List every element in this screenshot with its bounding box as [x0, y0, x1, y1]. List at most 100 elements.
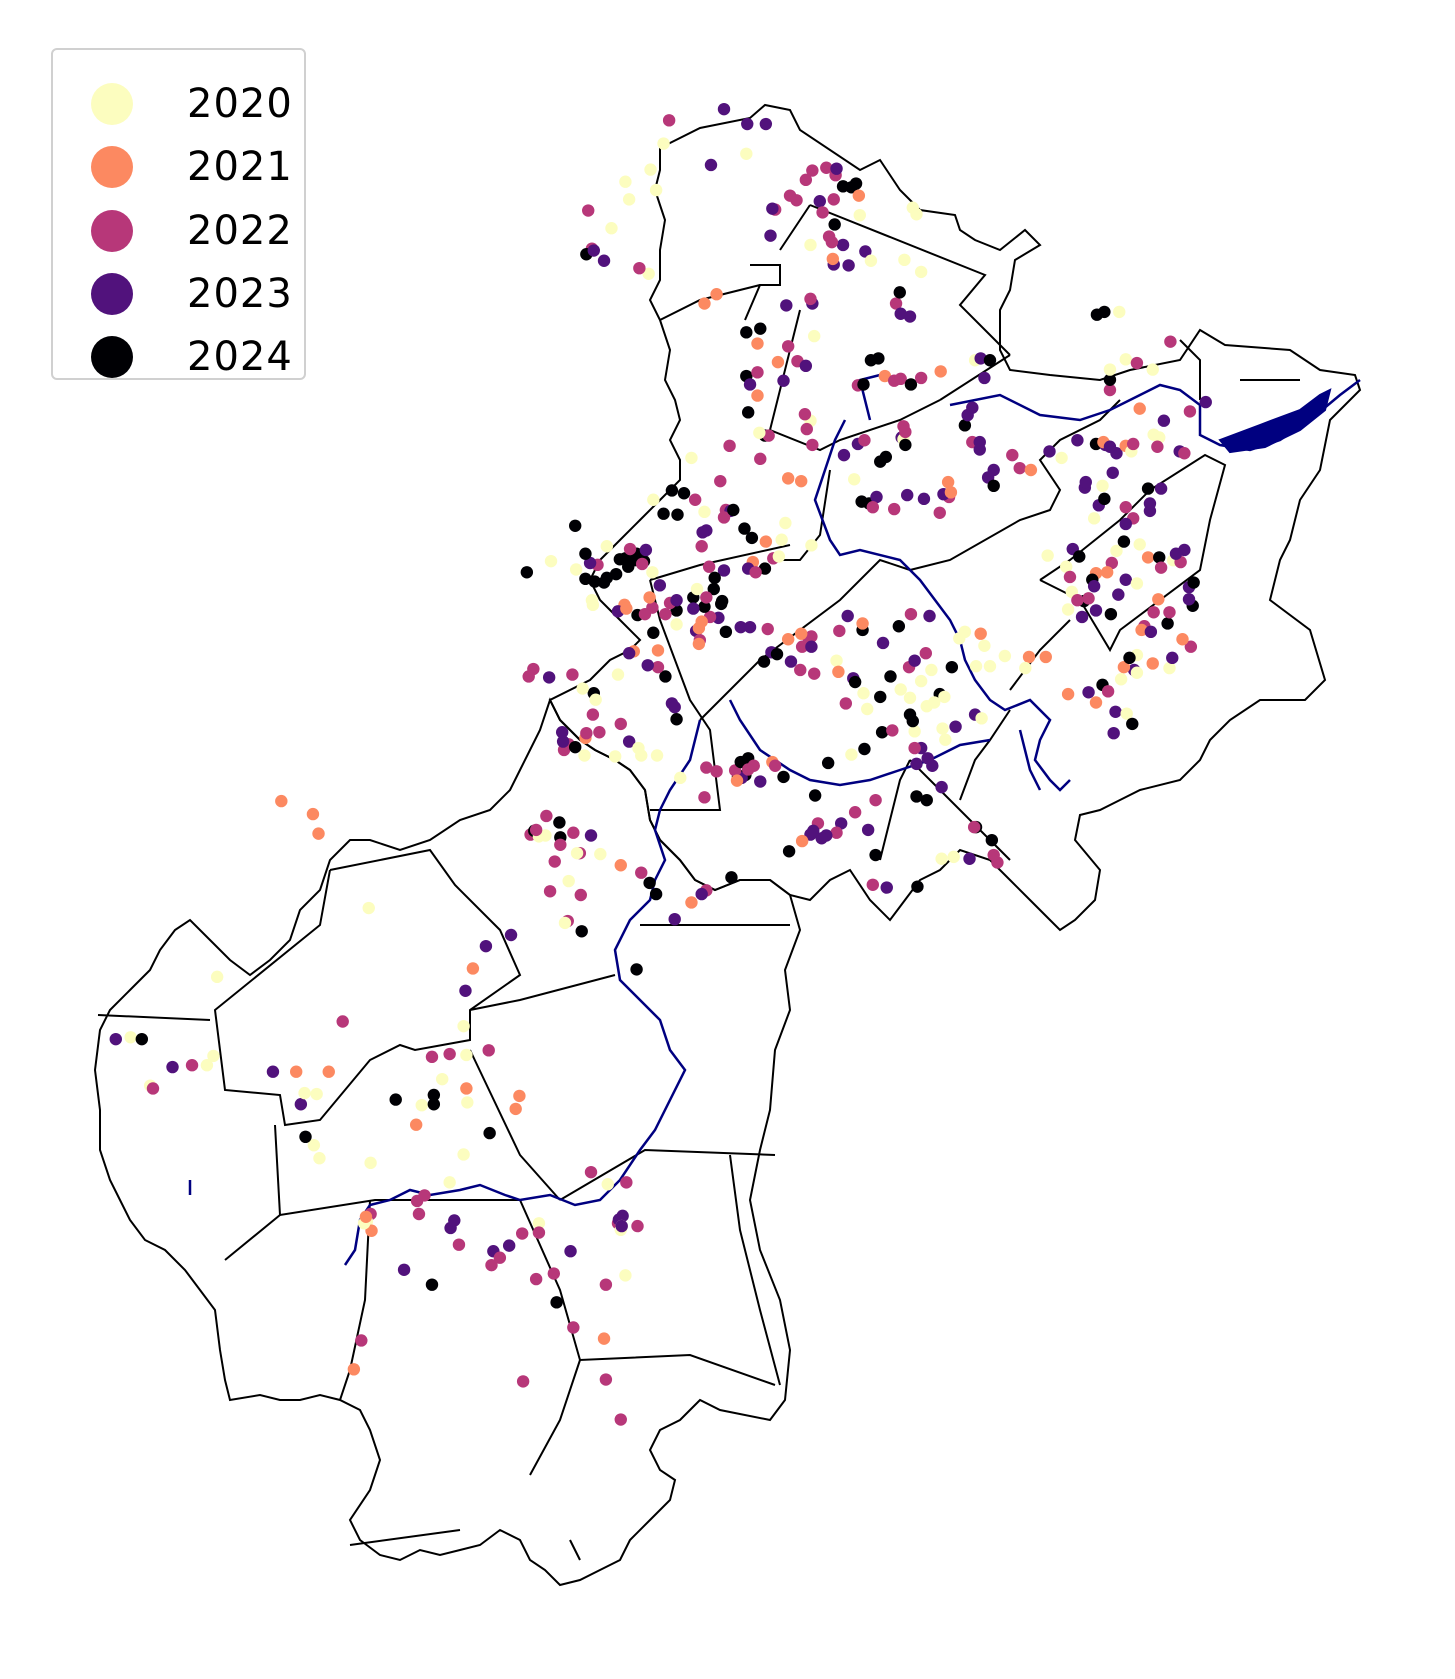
point-2020	[1041, 549, 1054, 562]
point-2022	[522, 670, 535, 683]
point-2020	[650, 749, 664, 762]
point-2024	[1161, 617, 1174, 630]
point-2020	[740, 147, 753, 160]
point-2020	[1060, 560, 1073, 573]
point-2023	[717, 564, 731, 577]
north-region-outline	[548, 103, 1362, 932]
south-bend-river	[728, 699, 991, 787]
point-2020	[619, 175, 632, 188]
point-2024	[985, 833, 999, 847]
point-2023	[917, 492, 931, 506]
point-2021	[794, 474, 808, 488]
point-2021	[347, 1363, 361, 1376]
point-2020	[601, 1178, 614, 1191]
point-2023	[641, 659, 654, 672]
point-2024	[609, 567, 623, 581]
point-2022	[987, 848, 1000, 862]
point-2022	[567, 1321, 580, 1334]
point-2022	[620, 1176, 633, 1189]
point-2023	[687, 602, 700, 615]
point-2023	[813, 195, 826, 208]
point-2021	[306, 807, 320, 821]
point-2023	[815, 832, 828, 845]
point-2020	[685, 451, 698, 465]
point-2024	[770, 647, 784, 661]
point-2020	[570, 846, 584, 860]
point-2023	[542, 671, 556, 684]
point-2020	[753, 426, 766, 439]
point-2020	[690, 582, 704, 596]
point-2022	[554, 838, 567, 851]
point-2022	[485, 1258, 498, 1272]
point-2022	[516, 1375, 530, 1388]
point-2024	[649, 887, 663, 901]
point-2024	[579, 547, 592, 560]
point-2024	[740, 326, 753, 339]
point-2023	[837, 448, 851, 462]
point-2022	[146, 1082, 160, 1095]
point-2023	[1182, 593, 1196, 606]
point-2024	[777, 770, 790, 784]
point-2023	[1169, 547, 1183, 560]
point-2024	[425, 1278, 439, 1291]
point-2022	[635, 866, 648, 879]
point-2020	[647, 493, 660, 506]
point-2024	[135, 1032, 149, 1046]
point-2020	[936, 722, 949, 735]
point-2022	[889, 297, 903, 310]
point-2020	[1119, 353, 1132, 366]
point-2024	[613, 553, 627, 566]
point-2022	[866, 878, 879, 891]
legend-marker-2020	[91, 83, 133, 125]
legend: 2020 2021 2022 2023 2024	[51, 48, 306, 380]
point-2024	[754, 322, 767, 335]
point-2020	[953, 632, 966, 645]
point-2024	[579, 572, 592, 586]
point-2020	[1113, 305, 1126, 319]
point-2023	[743, 620, 757, 634]
point-2021	[781, 472, 795, 485]
point-2022	[1013, 461, 1026, 475]
point-2020	[569, 563, 583, 576]
point-2020	[313, 1152, 326, 1165]
point-2024	[875, 726, 889, 739]
point-2022	[1163, 606, 1176, 619]
point-2022	[698, 791, 711, 804]
point-2022	[529, 823, 543, 837]
point-2024	[857, 378, 870, 391]
point-2022	[799, 173, 813, 187]
point-2020	[207, 1049, 220, 1063]
point-2023	[564, 1245, 577, 1258]
point-2021	[781, 633, 795, 646]
point-2020	[611, 668, 625, 681]
point-2020	[605, 222, 618, 235]
point-2022	[574, 888, 587, 902]
point-2021	[771, 355, 785, 369]
point-2024	[671, 508, 684, 521]
point-2024	[698, 600, 711, 613]
point-2023	[1112, 588, 1125, 601]
point-2022	[858, 434, 871, 447]
point-2022	[806, 438, 819, 452]
point-2023	[556, 735, 570, 748]
point-2021	[695, 615, 708, 628]
point-2022	[1105, 556, 1119, 570]
point-2020	[657, 137, 670, 150]
point-2023	[1157, 414, 1171, 427]
incident-points	[109, 102, 1212, 1426]
point-2020	[969, 660, 983, 673]
point-2020	[939, 733, 952, 746]
point-2022	[800, 422, 813, 436]
point-2020	[362, 901, 375, 915]
point-2021	[620, 602, 633, 615]
point-2022	[1127, 437, 1140, 451]
point-2020	[903, 691, 917, 705]
point-2020	[443, 1176, 456, 1189]
point-2024	[719, 625, 733, 639]
point-2023	[784, 655, 798, 668]
point-2024	[1187, 576, 1200, 589]
point-2020	[124, 1031, 137, 1044]
point-2022	[548, 855, 561, 868]
point-2020	[1120, 707, 1133, 720]
point-2023	[1075, 610, 1089, 624]
